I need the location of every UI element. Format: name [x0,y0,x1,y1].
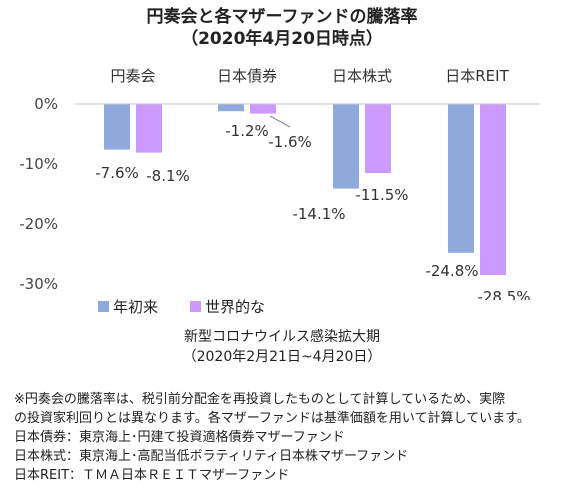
data-label: -1.6% [268,133,312,151]
bar-chart: 0% -10% -20% -30% 円奏会 日本債券 日本株式 日本REIT -7.6% -1.2… [19,67,540,300]
bar-series2 [136,104,162,153]
footnote-line: ※円奏会の騰落率は、税引前分配金を再投資したものとして計算しているため、実際 [14,392,506,407]
footnote-line: 日本株式：東京海上･高配当低ボラティリティ日本株マザーファンド [14,449,409,464]
data-label: -11.5% [355,186,408,204]
legend-label-series-2: 世界的な [205,298,266,316]
label-leader-line [269,115,291,128]
chart-title-line2: （2020年4月20日時点） [181,29,383,49]
bar-series1 [333,104,359,189]
category-label: 円奏会 [110,67,155,85]
legend-swatch-series-1 [98,301,109,312]
footnotes: ※円奏会の騰落率は、税引前分配金を再投資したものとして計算しているため、実際 の… [14,390,559,485]
chart-title-line1: 円奏会と各マザーファンドの騰落率 [146,7,418,27]
data-label: -1.2% [225,122,269,140]
period-range: （2020年2月21日~4月20日） [182,349,382,365]
y-tick-label: -20% [19,215,58,233]
y-tick-label: -30% [19,275,58,293]
bar-series1 [218,104,244,112]
data-label: -8.1% [146,167,190,185]
footnote-line: の投資家利回りとは異なります。各マザーファンドは基準価額を用いて計算しています。 [14,411,530,426]
data-label: -28.5% [477,288,530,300]
category-label: 日本債券 [217,67,277,85]
footnote-line: 日本債券：東京海上･円建て投資適格債券マザーファンド [14,430,345,445]
bar-series2 [480,104,506,275]
bar-series2 [365,104,391,173]
data-label: -7.6% [95,164,139,182]
bar-series2 [250,104,276,114]
bar-series1 [448,104,474,253]
data-label: -24.8% [425,262,478,280]
bar-series1 [104,104,130,150]
category-label: 日本株式 [332,67,392,85]
legend-item-series-2: 世界的な [190,296,265,317]
y-tick-label: 0% [34,95,58,113]
data-label: -14.1% [292,205,345,223]
legend-label-series-1: 年初来 [113,298,159,316]
legend-item-series-1: 年初来 [98,296,158,317]
footnote-line: 日本REIT：ＴＭＡ日本ＲＥＩＴマザーファンド [14,468,290,483]
category-label: 日本REIT [445,67,509,85]
y-tick-label: -10% [19,155,58,173]
period-label: 新型コロナウイルス感染拡大期 [184,329,380,345]
legend-swatch-series-2 [190,301,201,312]
